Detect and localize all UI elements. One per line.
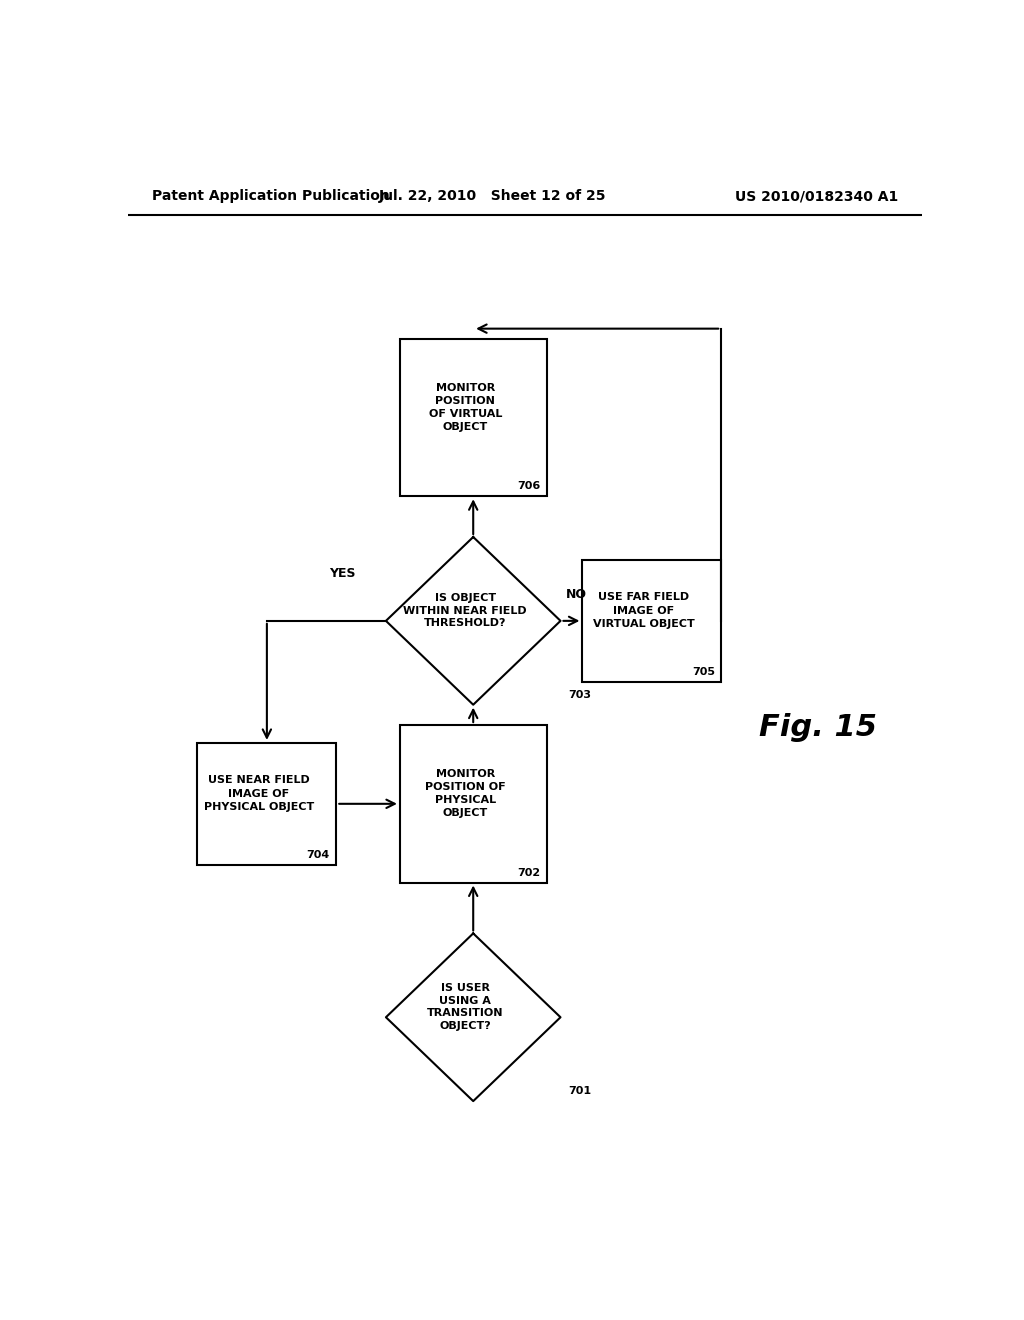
Text: IS OBJECT
WITHIN NEAR FIELD
THRESHOLD?: IS OBJECT WITHIN NEAR FIELD THRESHOLD? (403, 593, 527, 628)
Text: 701: 701 (568, 1086, 592, 1096)
Text: 706: 706 (517, 482, 541, 491)
Polygon shape (386, 933, 560, 1101)
Text: YES: YES (329, 568, 355, 581)
Text: USE NEAR FIELD
IMAGE OF
PHYSICAL OBJECT: USE NEAR FIELD IMAGE OF PHYSICAL OBJECT (204, 775, 314, 812)
Text: US 2010/0182340 A1: US 2010/0182340 A1 (734, 189, 898, 203)
Text: IS USER
USING A
TRANSITION
OBJECT?: IS USER USING A TRANSITION OBJECT? (427, 983, 504, 1031)
Text: USE FAR FIELD
IMAGE OF
VIRTUAL OBJECT: USE FAR FIELD IMAGE OF VIRTUAL OBJECT (593, 593, 694, 628)
Polygon shape (386, 537, 560, 705)
Text: Jul. 22, 2010   Sheet 12 of 25: Jul. 22, 2010 Sheet 12 of 25 (379, 189, 607, 203)
Text: Patent Application Publication: Patent Application Publication (152, 189, 389, 203)
Text: 704: 704 (307, 850, 330, 859)
Text: 705: 705 (692, 667, 715, 677)
FancyBboxPatch shape (399, 725, 547, 883)
FancyBboxPatch shape (583, 560, 721, 682)
Text: 703: 703 (568, 689, 592, 700)
FancyBboxPatch shape (198, 743, 336, 865)
Text: NO: NO (566, 587, 587, 601)
Text: MONITOR
POSITION
OF VIRTUAL
OBJECT: MONITOR POSITION OF VIRTUAL OBJECT (429, 383, 502, 432)
Text: Fig. 15: Fig. 15 (760, 713, 878, 742)
Text: MONITOR
POSITION OF
PHYSICAL
OBJECT: MONITOR POSITION OF PHYSICAL OBJECT (425, 768, 506, 818)
FancyBboxPatch shape (399, 339, 547, 496)
Text: 702: 702 (517, 867, 541, 878)
